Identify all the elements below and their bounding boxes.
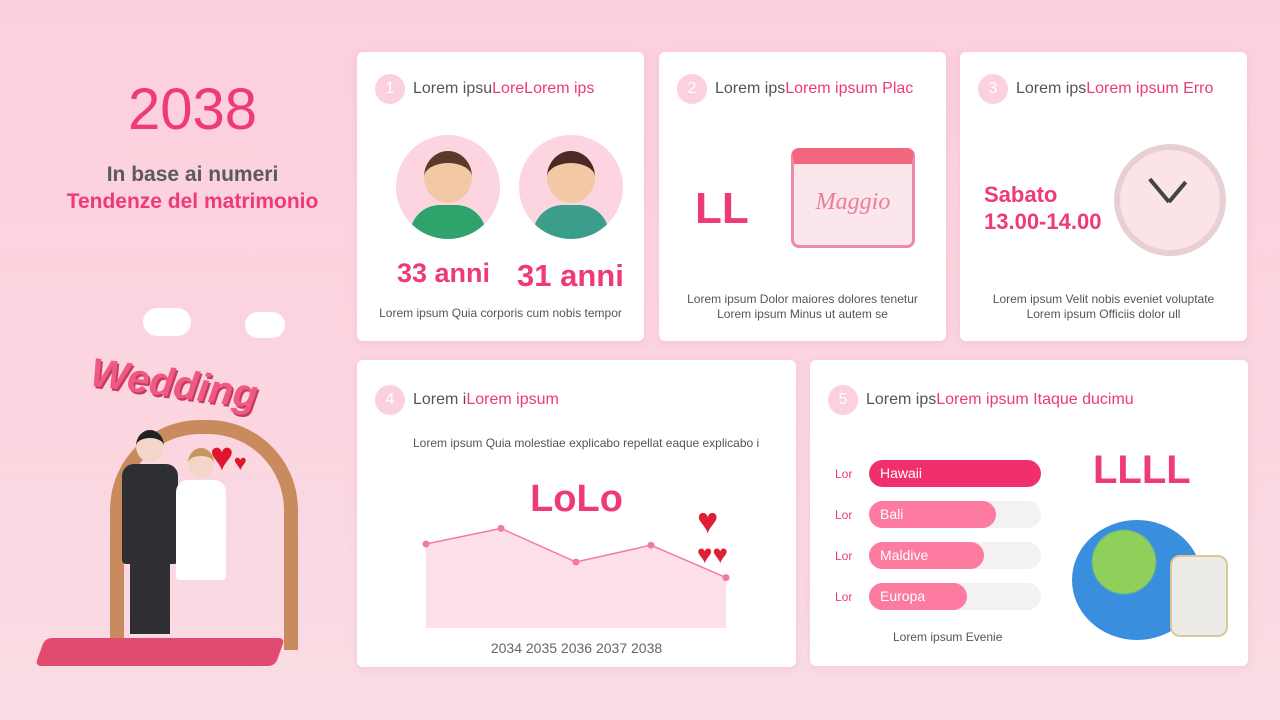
card-header: 5 Lorem ips Lorem ipsum Itaque ducimu [828, 385, 1134, 415]
bar-track: Maldive [869, 542, 1041, 569]
groom-avatar [396, 135, 500, 239]
card-header: 4 Lorem i Lorem ipsum [375, 385, 559, 415]
bar-row: Lor Hawaii [835, 460, 1041, 487]
chart-area [426, 528, 726, 628]
chart-point [722, 574, 730, 582]
heart-balloons: ♥♥ [210, 435, 247, 479]
calendar-icon: Maggio [791, 148, 915, 248]
groom-age: 33 anni [397, 258, 491, 288]
number-badge: 3 [978, 74, 1008, 104]
card-text: Lorem ipsum Quia corporis cum nobis temp… [379, 306, 622, 320]
number-badge: 2 [677, 74, 707, 104]
bride-age: 31 anni [517, 258, 624, 293]
card-header: 2 Lorem ips Lorem ipsum Plac [677, 74, 913, 104]
day-label: Sabato [984, 182, 1058, 207]
chart-point [572, 558, 580, 566]
caption: Lorem ipsum Evenie [893, 630, 1003, 644]
chart-point [647, 541, 655, 549]
big-label: LLLL [1093, 448, 1191, 492]
bar-row: Lor Bali [835, 501, 1041, 528]
wedding-sign: Wedding [87, 350, 261, 418]
bar-fill: Europa [869, 583, 968, 610]
card-time: 3 Lorem ips Lorem ipsum Erro Sabato 13.00-… [960, 52, 1247, 341]
red-carpet [34, 638, 286, 666]
bar-label: Lor [835, 466, 853, 481]
bride [176, 448, 226, 643]
x-axis-labels: 2034 2035 2036 2037 2038 [490, 640, 663, 656]
big-label: LL [695, 184, 749, 233]
bar-track: Europa [869, 583, 1041, 610]
number-badge: 5 [828, 385, 858, 415]
bar-track: Bali [869, 501, 1041, 528]
big-label: LoLo [530, 478, 623, 520]
cloud-icon [143, 308, 191, 336]
card-destinations: 5 Lorem ips Lorem ipsum Itaque ducimu Lor H… [810, 360, 1248, 666]
bar-fill: Maldive [869, 542, 985, 569]
wedding-illustration: Wedding ♥♥ [34, 300, 330, 680]
bride-avatar [519, 135, 623, 239]
suitcase-icon [1170, 555, 1228, 637]
card-header: 3 Lorem ips Lorem ipsum Erro [978, 74, 1213, 104]
card-trend: 4 Lorem i Lorem ipsum Lorem ipsum Quia mol… [357, 360, 796, 667]
card-header: 1 Lorem ipsu LoreLorem ips [375, 74, 594, 104]
bar-fill: Bali [869, 501, 997, 528]
bar-fill: Hawaii [869, 460, 1041, 487]
year-title: 2038 [127, 77, 258, 142]
groom [122, 430, 178, 640]
card-ages: 1 Lorem ipsu LoreLorem ips 33 anni 31 anni… [357, 52, 644, 341]
bar-track: Hawaii [869, 460, 1041, 487]
bar-label: Lor [835, 589, 853, 604]
chart-point [422, 540, 430, 548]
bar-label: Lor [835, 507, 853, 522]
bar-row: Lor Maldive [835, 542, 1041, 569]
subtitle-accent: Tendenze del matrimonio [66, 190, 319, 213]
left-panel: 2038 In base ai numeri Tendenze del matr… [60, 75, 325, 216]
time-label: 13.00-14.00 [984, 209, 1102, 234]
card-text: Lorem ipsum Quia molestiae explicabo rep… [413, 436, 760, 450]
subtitle: In base ai numeri [106, 163, 279, 186]
heart-balloons-icon: ♥ ♥♥ [697, 500, 728, 570]
clock-icon [1114, 144, 1226, 256]
number-badge: 1 [375, 74, 405, 104]
trend-chart [422, 524, 730, 628]
number-badge: 4 [375, 385, 405, 415]
bar-row: Lor Europa [835, 583, 1041, 610]
cloud-icon [245, 312, 285, 338]
card-month: 2 Lorem ips Lorem ipsum Plac LL Maggio Lor… [659, 52, 946, 341]
chart-point [497, 524, 505, 532]
bar-label: Lor [835, 548, 853, 563]
